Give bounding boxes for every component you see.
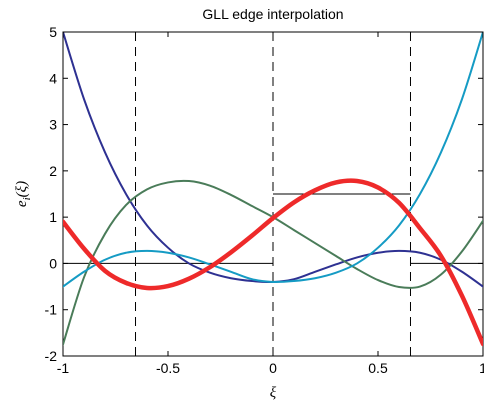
- y-axis-label-subscript: i: [21, 197, 33, 200]
- y-tick-label-5: 3: [49, 117, 57, 133]
- y-tick-label-6: 4: [49, 70, 57, 86]
- y-tick-label-0: -2: [45, 348, 58, 364]
- x-tick-label-0: -1: [57, 360, 70, 376]
- y-tick-label-3: 1: [49, 209, 57, 225]
- y-axis-label-tail: (ξ): [14, 181, 30, 197]
- y-tick-label-7: 5: [49, 24, 57, 40]
- y-axis-label-group: ei(ξ): [14, 181, 33, 207]
- series-line-3: [63, 178, 483, 347]
- x-tick-label-1: -0.5: [156, 360, 180, 376]
- x-tick-label-4: 1: [479, 360, 484, 376]
- y-tick-label-2: 0: [49, 255, 57, 271]
- x-tick-label-3: 0.5: [368, 360, 388, 376]
- x-axis-label: ξ: [270, 385, 277, 401]
- chart-title: GLL edge interpolation: [202, 6, 343, 22]
- y-axis-label-base: e: [14, 200, 30, 207]
- y-tick-label-1: -1: [45, 302, 58, 318]
- x-tick-label-2: 0: [269, 360, 277, 376]
- y-axis-label: ei(ξ): [14, 181, 33, 207]
- y-tick-label-4: 2: [49, 163, 57, 179]
- series-group: [63, 32, 483, 347]
- series-line-2: [63, 32, 483, 288]
